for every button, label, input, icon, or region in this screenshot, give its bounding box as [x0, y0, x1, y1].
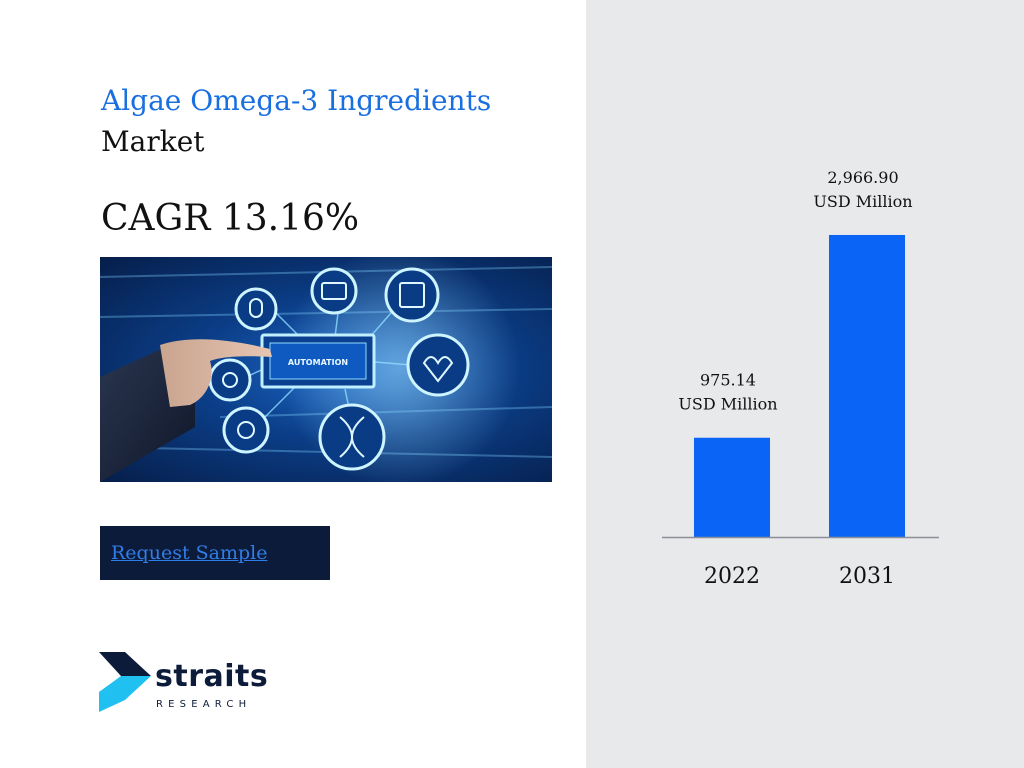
cagr-value: CAGR 13.16%: [101, 198, 360, 239]
automation-hero-image: AUTOMATION: [100, 257, 552, 482]
request-sample-link[interactable]: Request Sample: [111, 542, 268, 564]
logo-subtitle: RESEARCH: [156, 699, 252, 710]
market-title: Algae Omega-3 Ingredients: [101, 84, 492, 117]
bar-2022: [694, 437, 770, 537]
x-tick-2022: 2022: [704, 564, 760, 589]
straits-research-logo: straits RESEARCH: [99, 652, 269, 716]
x-tick-2031: 2031: [839, 564, 895, 589]
bar-2031: [829, 234, 905, 537]
data-label-2031: USD Million: [813, 192, 912, 211]
data-label-2022: USD Million: [678, 395, 777, 414]
data-label-2031: 2,966.90: [827, 168, 898, 187]
market-size-bar-chart: 975.14 USD Million 2022 2,966.90 USD Million…: [662, 168, 939, 589]
market-title-suffix: Market: [101, 125, 205, 158]
automation-label: AUTOMATION: [288, 358, 348, 367]
data-label-2022: 975.14: [700, 371, 756, 390]
logo-wordmark: straits: [155, 659, 269, 694]
chart-panel: [586, 0, 1024, 768]
request-sample-button[interactable]: Request Sample: [100, 526, 330, 580]
logo-arrow-icon: [99, 652, 151, 712]
